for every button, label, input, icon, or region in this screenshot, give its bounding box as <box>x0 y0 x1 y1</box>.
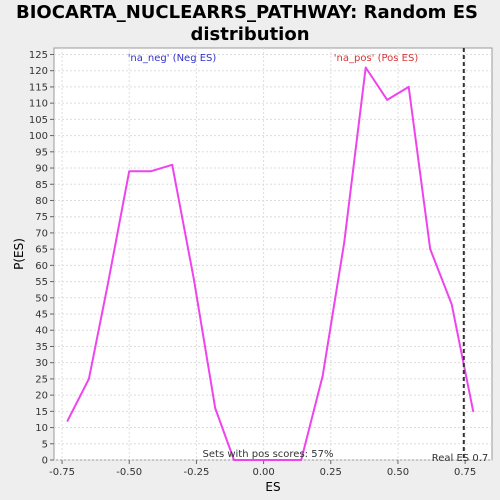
data-point <box>233 459 235 461</box>
data-point <box>66 420 69 422</box>
x-tick-label: -0.75 <box>49 467 75 478</box>
data-point <box>278 459 281 461</box>
neg-es-label: 'na_neg' (Neg ES) <box>128 53 217 64</box>
data-point <box>171 163 174 166</box>
x-tick-label: 0.25 <box>320 467 342 478</box>
data-point <box>149 170 152 173</box>
y-tick-label: 65 <box>35 245 48 256</box>
data-point <box>106 284 109 286</box>
y-tick-label: 20 <box>35 391 48 402</box>
data-point <box>214 407 217 409</box>
data-point <box>343 241 346 244</box>
chart-title-line-2: distribution <box>190 24 309 45</box>
y-tick-label: 80 <box>35 196 48 207</box>
es-distribution-line <box>66 66 475 461</box>
tick-layer: 0 5 10 15 20 25 30 35 40 45 50 55 60 65 70 75 80 85 90 95 10… <box>29 50 476 478</box>
y-tick-label: 90 <box>35 164 48 175</box>
y-tick-label: 30 <box>35 358 48 369</box>
y-tick-label: 120 <box>29 66 48 77</box>
x-tick-label: -0.50 <box>116 467 142 478</box>
y-tick-label: 45 <box>35 310 48 321</box>
x-tick-label: -0.25 <box>183 467 209 478</box>
y-tick-label: 75 <box>35 212 48 223</box>
x-tick-label: 0.50 <box>387 467 409 478</box>
data-point <box>254 459 257 461</box>
y-tick-label: 95 <box>35 147 48 158</box>
y-tick-label: 60 <box>35 261 48 272</box>
data-point <box>192 277 195 280</box>
pos-score-text: Sets with pos scores: 57% <box>203 449 334 460</box>
x-tick-label: 0.00 <box>252 467 274 478</box>
y-tick-label: 70 <box>35 228 48 239</box>
data-point <box>88 378 90 380</box>
y-tick-label: 35 <box>35 342 48 353</box>
data-point <box>386 99 389 101</box>
y-tick-label: 25 <box>35 374 48 385</box>
y-tick-label: 40 <box>35 326 48 337</box>
data-point <box>364 66 367 69</box>
y-tick-label: 10 <box>35 423 48 434</box>
y-tick-label: 105 <box>29 115 48 126</box>
y-tick-label: 0 <box>42 456 48 467</box>
plot-area <box>53 47 493 461</box>
y-tick-label: 85 <box>35 180 48 191</box>
data-point <box>450 303 453 306</box>
y-tick-label: 15 <box>35 407 48 418</box>
y-tick-label: 5 <box>42 439 48 450</box>
data-point <box>472 410 474 413</box>
data-point <box>429 248 431 250</box>
pos-es-label: 'na_pos' (Pos ES) <box>334 53 419 64</box>
data-point <box>407 86 410 88</box>
real-es-text: Real ES 0.7 <box>432 453 488 464</box>
y-tick-label: 55 <box>35 277 48 288</box>
y-tick-label: 125 <box>29 50 48 61</box>
y-tick-label: 115 <box>29 82 48 93</box>
y-axis-label: P(ES) <box>12 238 26 270</box>
data-point <box>321 374 324 377</box>
x-axis-label: ES <box>265 480 280 494</box>
y-tick-label: 110 <box>29 99 48 110</box>
data-point <box>300 459 303 461</box>
data-point <box>128 170 131 173</box>
series-layer <box>66 66 475 461</box>
y-tick-label: 50 <box>35 293 48 304</box>
x-tick-label: 0.75 <box>454 467 476 478</box>
y-tick-label: 100 <box>29 131 48 142</box>
chart-title-line-1: BIOCARTA_NUCLEARRS_PATHWAY: Random ES <box>16 2 478 23</box>
